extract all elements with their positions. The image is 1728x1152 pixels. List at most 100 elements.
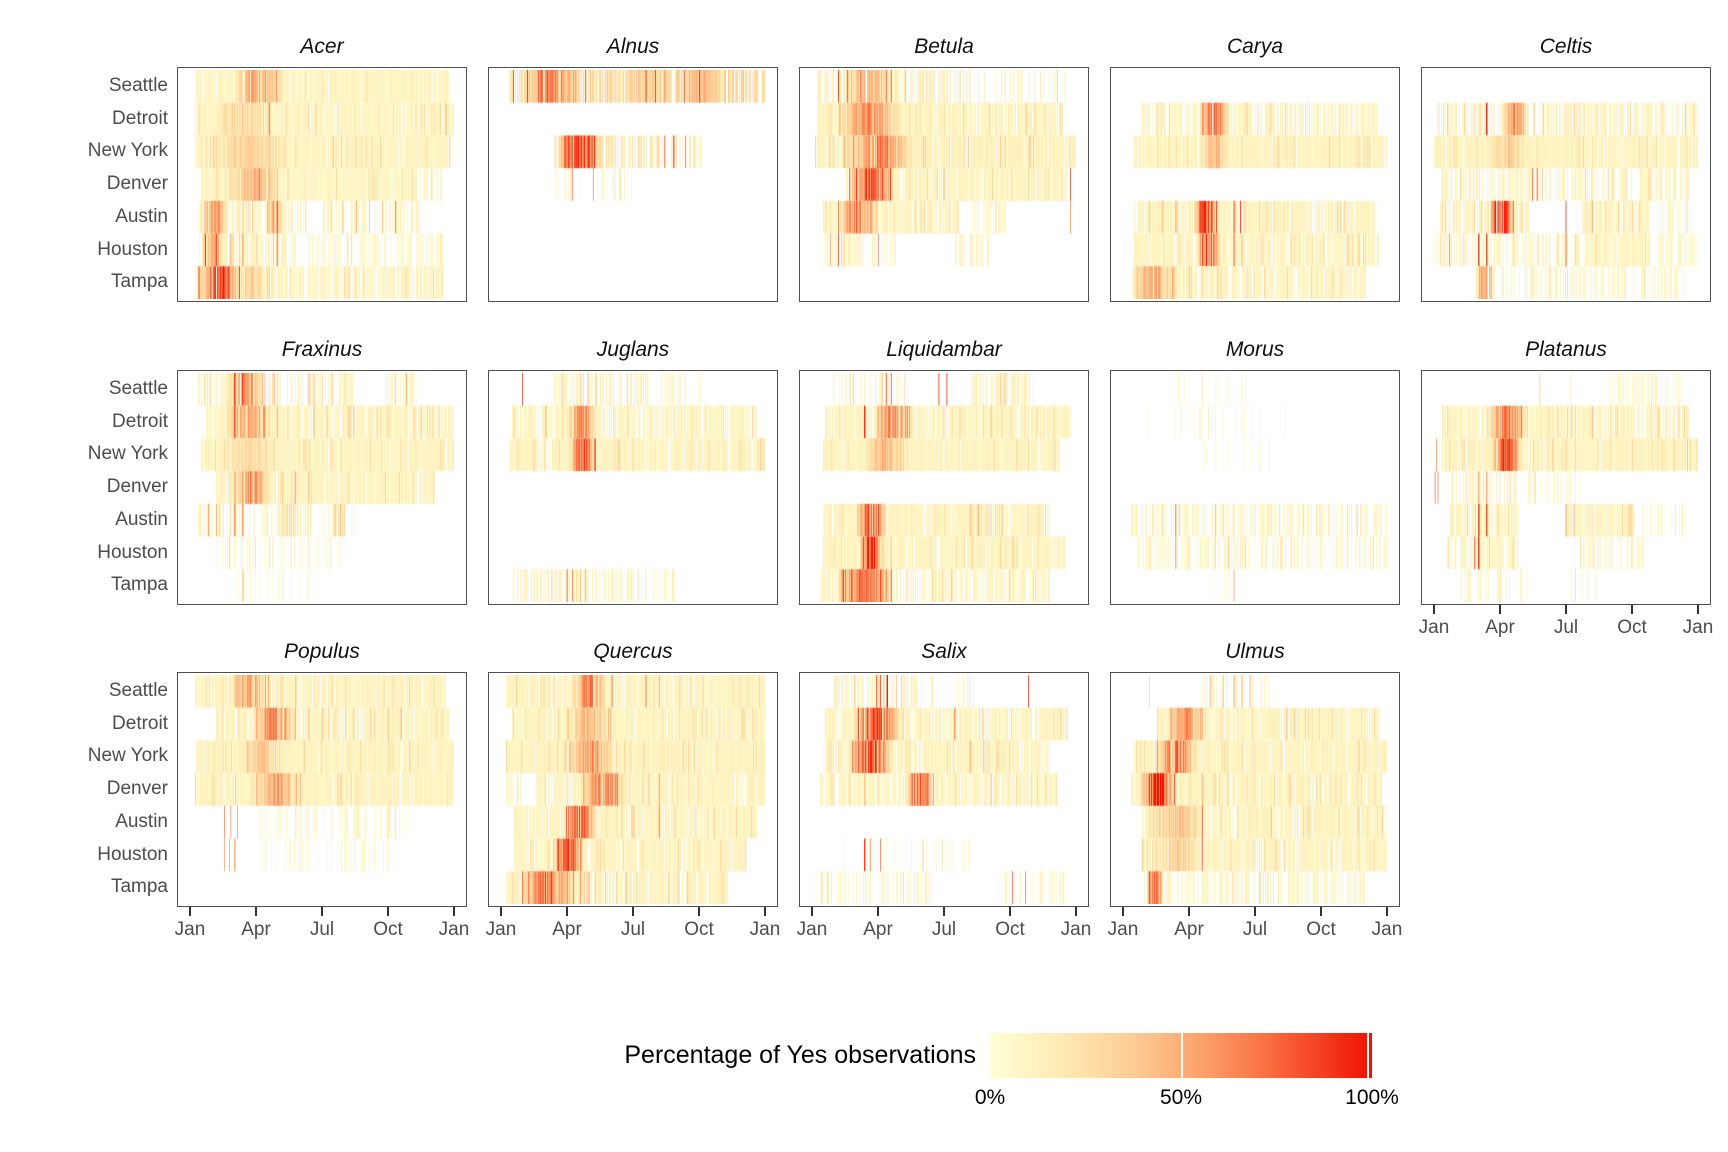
y-axis-label-seattle: Seattle (108, 378, 168, 399)
x-axis-tick-label: Jan (1682, 617, 1714, 638)
legend-colorbar-tick-50 (1181, 1033, 1183, 1078)
x-axis-tick-label: Jan (1107, 919, 1139, 940)
x-axis-tick-label: Jan (796, 919, 828, 940)
y-axis-label-austin: Austin (115, 810, 168, 832)
x-axis-tick (943, 907, 945, 916)
x-axis-tick-label: Jul (1242, 919, 1268, 940)
x-axis-tick (1433, 605, 1435, 614)
x-axis-tick-label: Jan (174, 919, 206, 940)
x-axis-tick-label: Oct (373, 919, 403, 940)
heatmap-canvas-alnus (501, 70, 765, 299)
legend-label-100: 100% (1345, 1086, 1399, 1109)
x-axis-tick (1122, 907, 1124, 916)
facet-title-betula: Betula (914, 35, 974, 58)
facet-title-salix: Salix (921, 640, 967, 663)
facet-title-ulmus: Ulmus (1225, 640, 1285, 663)
x-axis-tick (1697, 605, 1699, 614)
x-axis-tick-label: Apr (241, 919, 271, 940)
x-axis-tick-label: Jan (485, 919, 517, 940)
x-axis-tick-label: Apr (552, 919, 582, 940)
facet-title-fraxinus: Fraxinus (281, 338, 363, 361)
heatmap-canvas-betula (812, 70, 1076, 299)
x-axis-tick (811, 907, 813, 916)
heatmap-canvas-juglans (501, 373, 765, 602)
heatmap-canvas-liquidambar (812, 373, 1076, 602)
facet-title-populus: Populus (284, 640, 360, 663)
x-axis-tick-label: Jan (749, 919, 781, 940)
legend-label-0: 0% (974, 1086, 1006, 1109)
y-axis-label-austin: Austin (115, 205, 168, 227)
x-axis-tick (1254, 907, 1256, 916)
facet-title-platanus: Platanus (1525, 338, 1607, 361)
y-axis-label-seattle: Seattle (108, 680, 168, 701)
legend-colorbar (990, 1033, 1372, 1078)
y-axis-label-houston: Houston (97, 843, 168, 865)
y-axis-label-detroit: Detroit (112, 107, 168, 129)
legend-colorbar-tick-100 (1367, 1033, 1369, 1078)
x-axis-tick (453, 907, 455, 916)
facet-title-quercus: Quercus (593, 640, 673, 663)
x-axis-tick (189, 907, 191, 916)
heatmap-canvas-celtis (1434, 70, 1698, 299)
y-axis-label-detroit: Detroit (112, 712, 168, 734)
facet-title-celtis: Celtis (1539, 35, 1593, 58)
x-axis-tick-label: Oct (1306, 919, 1336, 940)
heatmap-canvas-ulmus (1123, 675, 1387, 904)
x-axis-tick (1188, 907, 1190, 916)
x-axis-tick-label: Oct (684, 919, 714, 940)
x-axis-tick-label: Oct (995, 919, 1025, 940)
y-axis-label-tampa: Tampa (110, 574, 168, 596)
facet-title-acer: Acer (300, 35, 344, 58)
facet-title-morus: Morus (1225, 338, 1285, 361)
heatmap-canvas-populus (190, 675, 454, 904)
y-axis-label-houston: Houston (97, 541, 168, 563)
x-axis-tick-label: Jan (1060, 919, 1092, 940)
y-axis-label-denver: Denver (106, 173, 168, 195)
facet-title-alnus: Alnus (606, 35, 660, 58)
x-axis-tick (698, 907, 700, 916)
facet-title-carya: Carya (1226, 35, 1284, 58)
y-axis-label-denver: Denver (106, 778, 168, 800)
y-axis-label-detroit: Detroit (112, 410, 168, 432)
facet-title-juglans: Juglans (596, 338, 670, 361)
x-axis-tick (1631, 605, 1633, 614)
legend-label-50: 50% (1159, 1086, 1203, 1109)
x-axis-tick (1499, 605, 1501, 614)
x-axis-tick (387, 907, 389, 916)
x-axis-tick-label: Apr (1485, 617, 1515, 638)
legend-title: Percentage of Yes observations (624, 1041, 976, 1069)
x-axis-tick (764, 907, 766, 916)
x-axis-tick (1320, 907, 1322, 916)
heatmap-canvas-quercus (501, 675, 765, 904)
y-axis-label-houston: Houston (97, 238, 168, 260)
x-axis-tick (1386, 907, 1388, 916)
y-axis-label-tampa: Tampa (110, 876, 168, 898)
x-axis-tick (255, 907, 257, 916)
x-axis-tick (1075, 907, 1077, 916)
x-axis-tick-label: Jul (620, 919, 646, 940)
x-axis-tick-label: Apr (1174, 919, 1204, 940)
heatmap-canvas-platanus (1434, 373, 1698, 602)
x-axis-tick-label: Jan (1371, 919, 1403, 940)
facet-title-liquidambar: Liquidambar (886, 338, 1002, 361)
x-axis-tick-label: Jul (931, 919, 957, 940)
y-axis-label-new-york: New York (87, 745, 168, 767)
x-axis-tick-label: Apr (863, 919, 893, 940)
heatmap-canvas-salix (812, 675, 1076, 904)
heatmap-canvas-fraxinus (190, 373, 454, 602)
y-axis-label-seattle: Seattle (108, 75, 168, 96)
x-axis-tick (1009, 907, 1011, 916)
x-axis-tick (500, 907, 502, 916)
x-axis-tick (1565, 605, 1567, 614)
heatmap-canvas-carya (1123, 70, 1387, 299)
y-axis-label-new-york: New York (87, 443, 168, 465)
y-axis-label-new-york: New York (87, 140, 168, 162)
y-axis-label-austin: Austin (115, 508, 168, 530)
heatmap-canvas-morus (1123, 373, 1387, 602)
y-axis-label-denver: Denver (106, 476, 168, 498)
x-axis-tick (566, 907, 568, 916)
x-axis-tick-label: Jul (309, 919, 335, 940)
x-axis-tick-label: Jan (438, 919, 470, 940)
x-axis-tick-label: Jul (1553, 617, 1579, 638)
